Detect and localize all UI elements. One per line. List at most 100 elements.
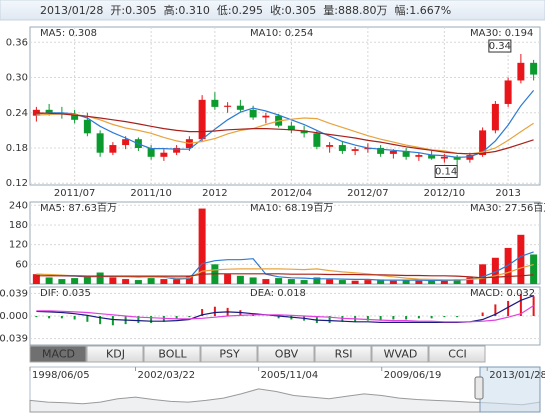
navigator-date: 2002/03/22 xyxy=(138,370,196,381)
candle-body xyxy=(338,145,346,151)
indicator-tab[interactable] xyxy=(314,345,372,363)
indicator-tab[interactable] xyxy=(428,345,486,363)
macd-bar xyxy=(430,316,433,319)
indicator-tab-label[interactable]: CCI xyxy=(448,348,467,361)
indicator-tab[interactable] xyxy=(371,345,429,363)
header-field-label: 开: xyxy=(110,4,125,17)
volume-bar xyxy=(198,208,206,284)
volume-bar xyxy=(351,280,359,284)
indicator-tab[interactable] xyxy=(29,345,87,363)
volume-bar xyxy=(147,278,155,284)
legend-entry: DIF: 0.035 xyxy=(40,288,91,299)
volume-bar xyxy=(58,279,66,284)
volume-bar xyxy=(134,280,142,284)
ma-line xyxy=(36,273,534,279)
y-tick-label: 0.12 xyxy=(6,178,28,189)
annotation-label: 0.34 xyxy=(489,41,511,52)
ma-line xyxy=(36,112,534,155)
candle-body xyxy=(147,147,155,157)
candle-body xyxy=(402,150,410,157)
macd-bar xyxy=(494,304,497,316)
navigator-handle[interactable] xyxy=(474,376,484,400)
volume-bar xyxy=(300,280,308,284)
indicator-tab-label[interactable]: WVAD xyxy=(384,348,418,361)
x-tick-label: 2012/07 xyxy=(347,188,389,199)
x-tick-label: 2011/07 xyxy=(54,188,96,199)
navigator-date: 2009/06/19 xyxy=(384,370,442,381)
macd-bar xyxy=(188,316,191,318)
candle-body xyxy=(287,125,295,131)
navigator-date: 2005/11/04 xyxy=(261,370,319,381)
volume-bar xyxy=(224,274,232,284)
volume-bar xyxy=(262,279,270,284)
indicator-tab-label[interactable]: KDJ xyxy=(106,348,125,361)
indicator-tab-label[interactable]: BOLL xyxy=(158,348,187,361)
indicator-tab[interactable] xyxy=(200,345,258,363)
ma-line xyxy=(36,305,534,323)
volume-bar xyxy=(185,275,193,284)
volume-bar xyxy=(440,280,448,284)
indicator-tab[interactable] xyxy=(143,345,201,363)
volume-bar xyxy=(71,278,79,284)
legend-entry: MA10: 0.254 xyxy=(250,28,313,39)
volume-bar xyxy=(32,274,40,284)
header-field-value: 0.310 xyxy=(178,4,210,17)
y-tick-label: 0.30 xyxy=(6,73,28,84)
navigator-date: 2013/01/28 xyxy=(489,370,545,381)
legend-entry: DEA: 0.018 xyxy=(250,288,306,299)
macd-bar xyxy=(392,316,395,320)
y-tick-label: 240 xyxy=(9,200,28,211)
volume-bar xyxy=(453,279,461,284)
indicator-tab[interactable] xyxy=(257,345,315,363)
macd-bar xyxy=(111,316,114,326)
candle-body xyxy=(300,130,308,134)
indicator-tab[interactable] xyxy=(86,345,144,363)
macd-bar xyxy=(366,316,369,321)
macd-bar xyxy=(443,316,446,318)
macd-bar xyxy=(60,316,63,319)
indicator-tab-label[interactable]: MACD xyxy=(42,348,75,361)
macd-bar xyxy=(481,312,484,316)
volume-bar xyxy=(415,280,423,284)
panel-frame xyxy=(29,201,541,285)
volume-bar xyxy=(249,277,257,284)
volume-bar xyxy=(338,280,346,284)
macd-bar xyxy=(162,316,165,322)
indicator-tab-label[interactable]: PSY xyxy=(219,348,240,361)
indicator-tab-label[interactable]: RSI xyxy=(335,348,353,361)
candle-body xyxy=(262,115,270,118)
y-tick-label: 0.24 xyxy=(6,108,28,119)
y-tick-label: 60 xyxy=(15,259,28,270)
x-tick-label: 2012 xyxy=(202,188,227,199)
y-tick-label: 0.039 xyxy=(0,334,28,345)
header-field-label: 收: xyxy=(270,3,285,17)
volume-bar xyxy=(313,277,321,284)
macd-bar xyxy=(73,316,76,320)
candle-body xyxy=(173,147,181,153)
header-bar xyxy=(0,0,545,21)
y-tick-label: 180 xyxy=(9,220,28,231)
candle-body xyxy=(517,62,525,81)
macd-bar xyxy=(277,316,280,319)
candle-body xyxy=(122,139,130,146)
header-field-value: 0.305 xyxy=(125,4,157,17)
volume-bar xyxy=(275,278,283,284)
indicator-tab-label[interactable]: OBV xyxy=(275,348,299,361)
volume-bar xyxy=(377,279,385,284)
macd-bar xyxy=(456,316,459,318)
candle-body xyxy=(453,156,461,160)
candle-body xyxy=(326,145,334,147)
candle-body xyxy=(96,133,104,153)
macd-bar xyxy=(341,316,344,322)
candle-body xyxy=(491,103,499,131)
x-tick-label: 2011/10 xyxy=(130,188,172,199)
volume-bar xyxy=(236,275,244,284)
macd-bar xyxy=(213,306,216,316)
header-text: 2013/01/28 开:0.305 高:0.310 低:0.295 收:0.305 量:… xyxy=(40,3,451,17)
macd-bar xyxy=(315,316,318,323)
navigator-date: 1998/06/05 xyxy=(32,370,90,381)
y-tick-label: 0.000 xyxy=(0,311,28,322)
candle-body xyxy=(415,155,423,157)
volume-bar xyxy=(364,280,372,284)
